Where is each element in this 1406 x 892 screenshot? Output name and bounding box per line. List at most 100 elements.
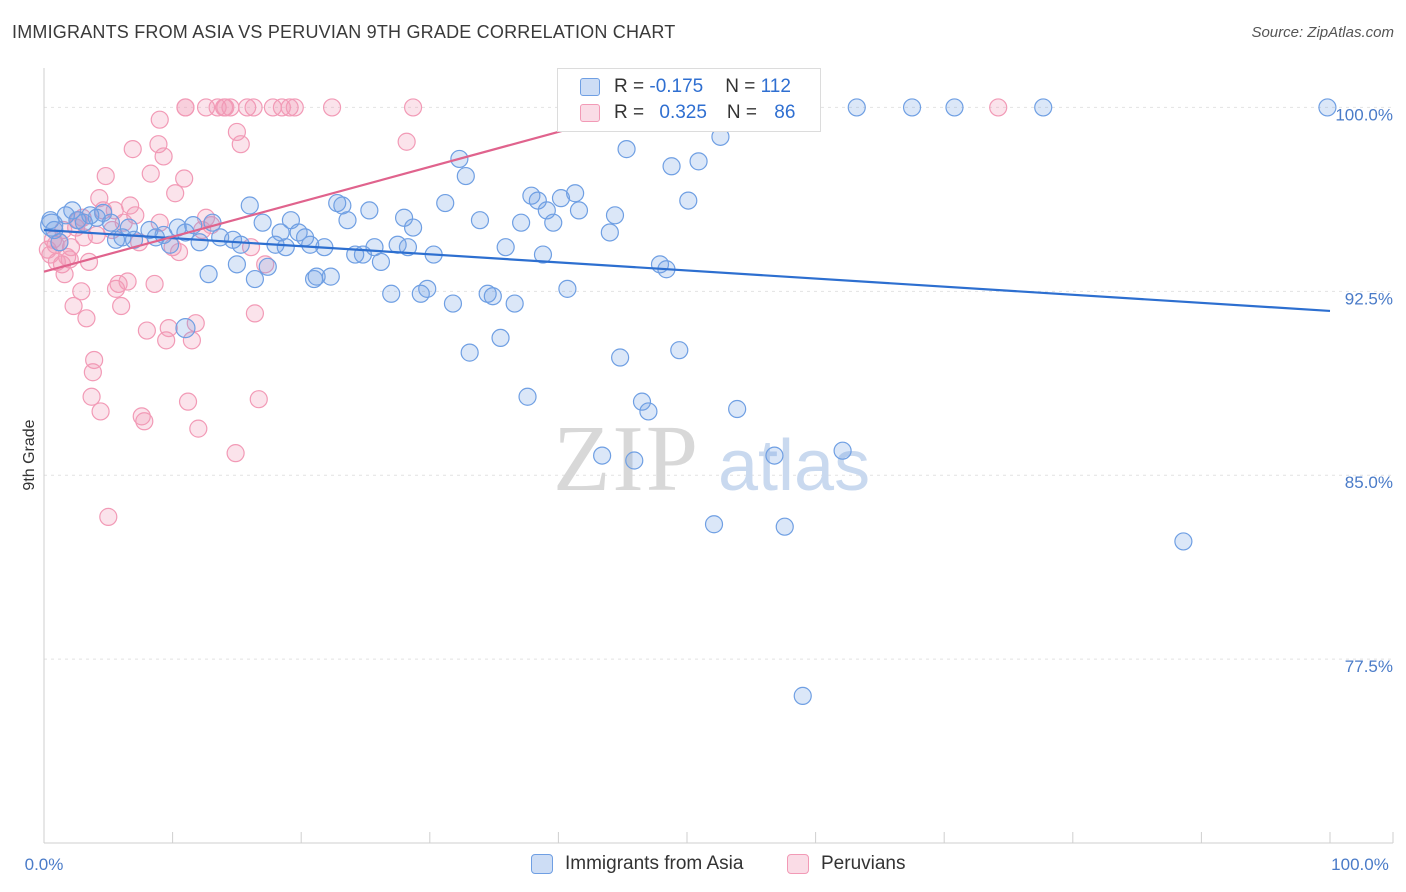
peru-point-41 xyxy=(145,274,164,294)
peru-point-78 xyxy=(216,98,235,117)
legend-row-peru: R = 0.325 N = 86 xyxy=(580,100,795,126)
asia-point-82 xyxy=(600,223,619,242)
legend-row-asia: R = -0.175 N = 112 xyxy=(580,74,791,100)
peru-point-37 xyxy=(132,407,151,426)
trend-line-peru xyxy=(43,106,649,273)
asia-point-104 xyxy=(833,441,852,460)
peru-point-20 xyxy=(85,350,104,370)
asia-point-105 xyxy=(847,98,866,117)
asia-point-27 xyxy=(240,196,259,215)
asia-point-26 xyxy=(231,235,250,254)
x-tick-label-min: 0.0% xyxy=(25,855,64,874)
peru-point-61 xyxy=(226,444,245,463)
asia-point-4 xyxy=(63,201,82,220)
legend-n-label-asia: N = xyxy=(725,76,761,97)
peru-point-11 xyxy=(64,296,83,316)
peru-point-80 xyxy=(989,98,1008,117)
asia-point-101 xyxy=(765,446,784,465)
chart-source: Source: ZipAtlas.com xyxy=(1251,24,1394,41)
peru-point-32 xyxy=(118,272,137,291)
peru-point-44 xyxy=(154,147,173,166)
asia-point-102 xyxy=(775,517,794,536)
asia-point-94 xyxy=(679,191,698,210)
peru-point-75 xyxy=(397,132,416,151)
legend-n-value-asia: 112 xyxy=(760,76,791,97)
asia-point-76 xyxy=(558,279,577,298)
asia-point-96 xyxy=(704,515,724,534)
legend-r-value-peru: 0.325 xyxy=(659,102,707,123)
legend-r-value-asia: -0.175 xyxy=(649,76,704,97)
legend-r-label-asia: R = xyxy=(614,76,650,97)
asia-point-106 xyxy=(902,98,922,117)
asia-point-18 xyxy=(160,235,180,254)
peru-point-68 xyxy=(256,255,275,274)
peru-point-67 xyxy=(249,390,268,409)
trend-line-asia xyxy=(43,228,1331,313)
asia-point-58 xyxy=(443,294,463,313)
peru-point-21 xyxy=(87,225,106,245)
peru-point-34 xyxy=(123,140,142,159)
asia-point-large-1 xyxy=(175,317,196,339)
asia-point-72 xyxy=(533,245,553,264)
y-axis-label: 9th Grade xyxy=(21,419,38,490)
asia-point-52 xyxy=(398,238,418,257)
axes xyxy=(43,68,1393,844)
asia-point-111 xyxy=(199,265,218,284)
peru-point-73 xyxy=(322,98,342,117)
asia-point-85 xyxy=(617,140,636,159)
correlation-legend: R = -0.175 N = 112 R = 0.325 N = 86 xyxy=(557,68,821,132)
asia-point-65 xyxy=(491,328,510,348)
asia-point-12 xyxy=(113,228,132,247)
chart-title: IMMIGRANTS FROM ASIA VS PERUVIAN 9TH GRA… xyxy=(12,22,676,42)
asia-point-40 xyxy=(321,267,340,286)
asia-point-22 xyxy=(190,233,209,252)
asia-point-28 xyxy=(245,269,265,289)
peru-point-66 xyxy=(245,304,265,323)
asia-point-75 xyxy=(551,189,571,208)
peru-point-79 xyxy=(244,98,263,117)
asia-point-48 xyxy=(371,252,391,271)
peru-point-10 xyxy=(61,238,81,257)
asia-point-66 xyxy=(496,238,515,257)
asia-point-10 xyxy=(101,213,120,232)
watermark-atlas: atlas xyxy=(718,426,870,506)
y-tick-labels: 100.0% 92.5% 85.0% 77.5% xyxy=(1335,105,1393,676)
peru-point-64 xyxy=(238,98,257,117)
asia-point-93 xyxy=(670,341,689,360)
peru-point-18 xyxy=(82,387,101,406)
asia-point-110 xyxy=(1318,98,1337,117)
asia-point-78 xyxy=(569,201,589,220)
trend-lines xyxy=(43,106,1331,313)
asia-point-46 xyxy=(360,201,379,220)
legend-n-value-peru: 86 xyxy=(774,102,796,123)
peru-point-38 xyxy=(135,412,154,431)
asia-point-87 xyxy=(632,392,652,411)
asia-point-99 xyxy=(728,399,747,419)
peru-point-39 xyxy=(137,321,156,340)
asia-point-112 xyxy=(227,255,246,274)
y-tick-label-3: 77.5% xyxy=(1345,657,1393,676)
asia-point-108 xyxy=(1034,98,1053,117)
asia-point-55 xyxy=(418,279,437,298)
asia-point-69 xyxy=(518,387,537,406)
asia-point-33 xyxy=(276,238,295,257)
peru-point-25 xyxy=(96,166,115,186)
series-swatch-peru xyxy=(787,854,809,874)
asia-point-84 xyxy=(611,348,630,367)
asia-point-74 xyxy=(544,213,563,232)
peru-point-23 xyxy=(91,402,110,421)
peru-point-16 xyxy=(77,309,96,328)
asia-point-68 xyxy=(512,213,531,232)
peru-point-77 xyxy=(196,98,216,117)
asia-point-37 xyxy=(301,235,320,254)
asia-point-77 xyxy=(566,184,585,203)
asia-point-92 xyxy=(662,157,681,176)
gridlines xyxy=(44,106,1393,660)
series-legend-peru[interactable]: Peruvians xyxy=(787,850,906,878)
asia-point-67 xyxy=(505,294,524,313)
series-legend-asia[interactable]: Immigrants from Asia xyxy=(531,850,743,878)
peru-point-52 xyxy=(182,331,201,350)
asia-point-57 xyxy=(436,193,455,213)
peru-point-74 xyxy=(403,98,423,117)
